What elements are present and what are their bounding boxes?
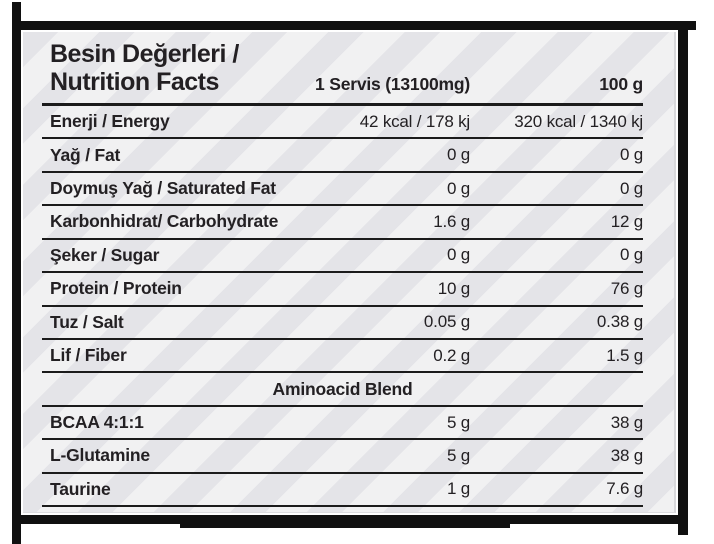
label-title-line2: Nutrition Facts	[50, 68, 219, 96]
nutrient-row-protein: Protein / Protein 10 g 76 g	[42, 273, 643, 307]
per100-value: 7.6 g	[606, 479, 643, 499]
per100-value: 320 kcal / 1340 kj	[514, 111, 643, 131]
serving-value: 0 g	[446, 245, 470, 265]
frame-left-bar	[12, 2, 21, 544]
per100-value: 0 g	[619, 245, 643, 265]
per100-value: 38 g	[610, 445, 643, 465]
column-header-per100: 100 g	[599, 74, 643, 94]
per100-value: 76 g	[610, 278, 643, 298]
nutrient-label: Protein / Protein	[50, 278, 182, 299]
nutrient-label: Yağ / Fat	[50, 144, 121, 165]
nutrient-label: Doymuş Yağ / Saturated Fat	[50, 178, 276, 199]
nutrient-rows: Enerji / Energy 42 kcal / 178 kj 320 kca…	[42, 106, 643, 508]
nutrient-row-salt: Tuz / Salt 0.05 g 0.38 g	[42, 307, 643, 340]
serving-value: 5 g	[446, 412, 470, 432]
nutrient-label: Karbonhidrat/ Carbohydrate	[50, 211, 279, 232]
nutrient-row-carbohydrate: Karbonhidrat/ Carbohydrate 1.6 g 12 g	[42, 206, 643, 240]
frame-bottom-bar	[18, 515, 688, 524]
frame-bottom-accent-bar	[180, 524, 510, 528]
table-header: Besin Değerleri / Nutrition Facts 1 Serv…	[42, 32, 643, 106]
frame-right-bar	[678, 28, 688, 535]
per100-value: 1.5 g	[606, 345, 643, 365]
column-header-serving: 1 Servis (13100mg)	[315, 74, 470, 94]
serving-value: 0.05 g	[423, 312, 470, 332]
frame-top-bar	[13, 21, 696, 30]
label-title: Besin Değerleri / Nutrition Facts	[42, 40, 255, 96]
nutrient-label: Taurine	[50, 478, 111, 499]
nutrient-row-fiber: Lif / Fiber 0.2 g 1.5 g	[42, 340, 643, 374]
nutrient-row-bcaa: BCAA 4:1:1 5 g 38 g	[42, 407, 643, 441]
per100-value: 12 g	[610, 211, 643, 231]
nutrient-label: BCAA 4:1:1	[50, 412, 144, 432]
per100-value: 0 g	[619, 145, 643, 165]
per100-value: 0 g	[619, 178, 643, 198]
nutrient-row-fat: Yağ / Fat 0 g 0 g	[42, 139, 643, 173]
nutrient-label: Enerji / Energy	[50, 111, 170, 132]
label-sheet: Besin Değerleri / Nutrition Facts 1 Serv…	[23, 32, 676, 513]
serving-value: 0 g	[446, 178, 470, 198]
serving-value: 1 g	[446, 479, 470, 499]
nutrient-row-l-glutamine: L-Glutamine 5 g 38 g	[42, 440, 643, 474]
nutrient-row-taurine: Taurine 1 g 7.6 g	[42, 474, 643, 508]
serving-value: 42 kcal / 178 kj	[359, 111, 470, 131]
nutrient-row-energy: Enerji / Energy 42 kcal / 178 kj 320 kca…	[42, 106, 643, 140]
nutrient-label: L-Glutamine	[50, 445, 150, 466]
label-content: Besin Değerleri / Nutrition Facts 1 Serv…	[42, 32, 643, 512]
label-title-line1: Besin Değerleri /	[50, 40, 239, 68]
section-header-aminoacid-blend: Aminoacid Blend	[42, 373, 643, 407]
nutrient-label: Lif / Fiber	[50, 345, 127, 366]
per100-value: 0.38 g	[596, 312, 643, 332]
serving-value: 5 g	[446, 445, 470, 465]
nutrient-label: Tuz / Salt	[50, 311, 124, 332]
per100-value: 38 g	[610, 412, 643, 432]
serving-value: 1.6 g	[433, 211, 470, 231]
serving-value: 0.2 g	[433, 345, 470, 365]
serving-value: 10 g	[437, 278, 470, 298]
nutrient-row-saturated-fat: Doymuş Yağ / Saturated Fat 0 g 0 g	[42, 173, 643, 207]
serving-value: 0 g	[446, 145, 470, 165]
nutrient-row-sugar: Şeker / Sugar 0 g 0 g	[42, 240, 643, 274]
nutrient-label: Şeker / Sugar	[50, 244, 160, 265]
